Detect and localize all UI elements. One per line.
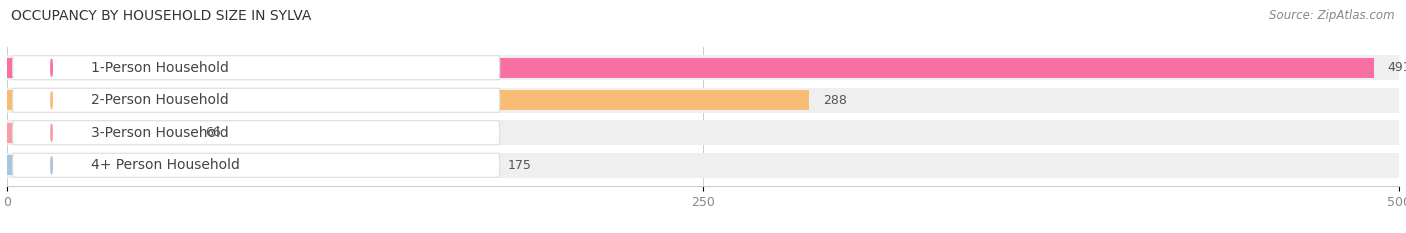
Text: OCCUPANCY BY HOUSEHOLD SIZE IN SYLVA: OCCUPANCY BY HOUSEHOLD SIZE IN SYLVA [11,9,312,23]
Bar [7,88,1399,113]
FancyBboxPatch shape [13,88,499,112]
Text: 1-Person Household: 1-Person Household [90,61,228,75]
Circle shape [51,157,52,174]
Circle shape [51,59,52,76]
Text: 4+ Person Household: 4+ Person Household [90,158,239,172]
Bar [7,58,1374,78]
FancyBboxPatch shape [13,56,499,80]
Bar [7,153,1399,178]
Bar [7,90,808,110]
Bar [7,120,1399,145]
FancyBboxPatch shape [13,153,499,177]
Bar [7,123,191,143]
Text: 66: 66 [205,126,221,139]
Bar [7,55,1399,80]
Text: 491: 491 [1388,61,1406,74]
Bar [7,155,495,175]
Text: Source: ZipAtlas.com: Source: ZipAtlas.com [1270,9,1395,22]
Text: 288: 288 [823,94,846,107]
Text: 3-Person Household: 3-Person Household [90,126,228,140]
Circle shape [51,124,52,141]
Text: 2-Person Household: 2-Person Household [90,93,228,107]
Text: 175: 175 [508,159,531,172]
Circle shape [51,92,52,109]
FancyBboxPatch shape [13,121,499,145]
